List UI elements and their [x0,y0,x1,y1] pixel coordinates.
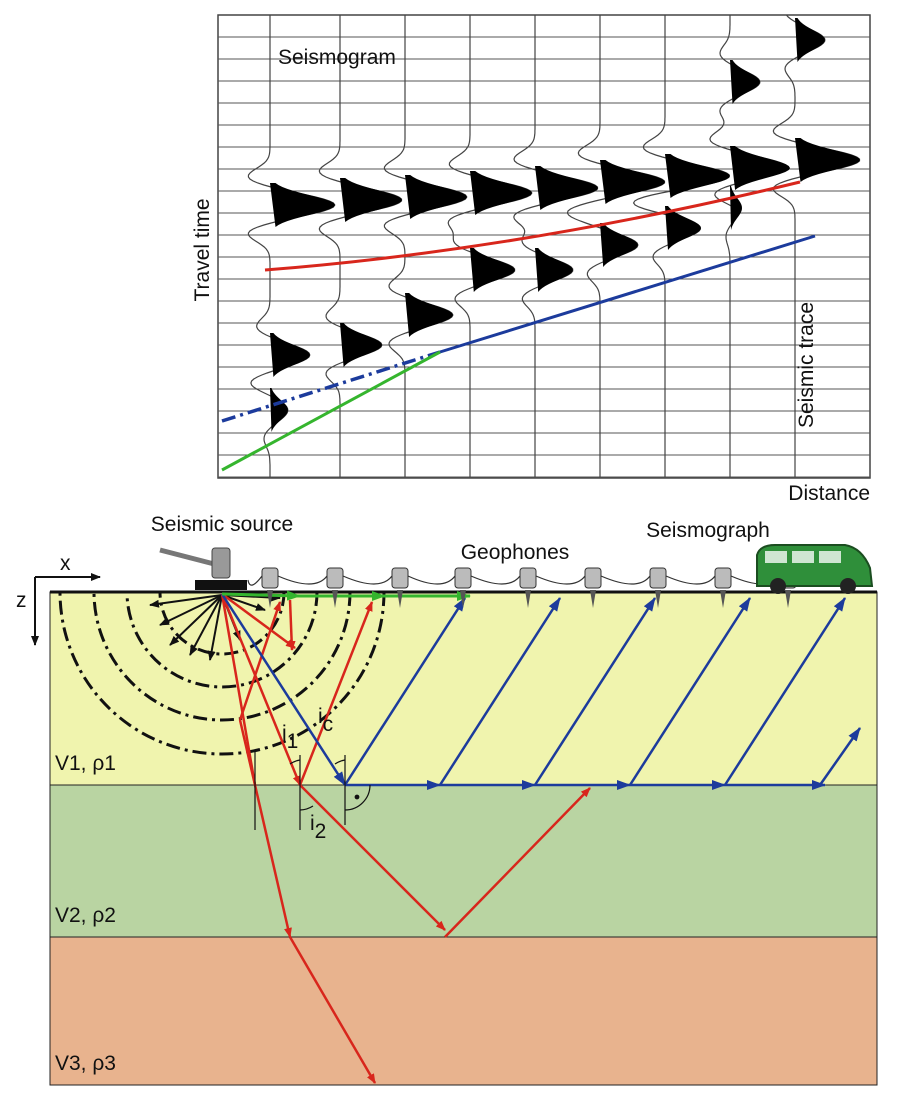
refraction-line [439,234,816,354]
angle-subscript: 2 [315,820,327,843]
geophone-spike [525,590,531,608]
wavelet [600,160,665,204]
x-axis-label: Distance [788,482,870,505]
angle-label: ic [318,705,333,736]
angle-marks [254,750,371,830]
trace [447,15,533,477]
layer-1 [49,591,878,786]
seismogram-frame [217,14,871,479]
traces [247,14,861,477]
geophone-spike [397,590,403,608]
geophone-spike [655,590,661,608]
trace [383,15,468,477]
wavelet [600,223,638,267]
wavelet [730,146,790,190]
geophone-body [261,567,279,589]
geophone-body [326,567,344,589]
wavefronts [58,592,386,756]
wavelet [535,166,598,210]
geophone-body [519,567,537,589]
geophone-body [649,567,667,589]
wavelet [470,248,515,292]
refraction-extension [221,350,441,423]
seismograph-van [756,544,874,594]
geophone-spike [267,590,273,608]
blue-rays [220,593,862,790]
angle-symbol: i [282,722,287,745]
time-grid [218,36,870,478]
reflection-curve [264,180,801,272]
angle-subscript: c [323,713,334,736]
x-axis-symbol: x [60,552,71,575]
wavelet [405,175,467,219]
wavelet [470,171,532,215]
red-rays [220,592,591,1084]
wavelet [730,60,760,104]
geophone-body [391,567,409,589]
wavelet [270,183,335,227]
geophone-body [454,567,472,589]
seismograph-label: Seismograph [646,519,770,542]
layer-3 [49,936,878,1086]
geophone-spike [332,590,338,608]
geophone-body [584,567,602,589]
seismogram: Seismogram Travel time Seismic trace Dis… [191,14,871,505]
geophone-spike [460,590,466,608]
geophones-label: Geophones [461,541,570,564]
layer-label: V3, ρ3 [55,1052,116,1075]
wavelet [340,323,382,367]
geophone-spike [785,590,791,608]
wavelet [270,333,310,377]
wavelet [405,293,453,337]
trace [513,15,599,477]
geophone-spike [590,590,596,608]
trace [318,15,403,477]
y-axis-label: Travel time [191,198,214,301]
axes-indicator [31,573,101,646]
geophone-body [714,567,732,589]
hammer [159,547,247,590]
geophone-spike [720,590,726,608]
direct-wave-line [221,350,441,472]
angle-symbol: i [310,812,315,835]
wavelet [665,206,701,250]
layer-label: V1, ρ1 [55,752,116,775]
source-label: Seismic source [151,513,293,536]
angle-subscript: 1 [287,730,299,753]
trace [772,14,861,477]
trace [632,15,730,477]
wavelet [795,18,825,62]
layer-label: V2, ρ2 [55,904,116,927]
wavelet [665,154,730,198]
angle-label: i1 [282,722,298,753]
seismogram-title: Seismogram [278,46,396,69]
wavelet [270,388,288,432]
layer-2 [49,784,878,938]
angle-symbol: i [318,705,323,728]
wavelet [535,248,573,292]
wavelet [340,178,402,222]
trace-label: Seismic trace [795,302,818,428]
wavelet [795,138,860,182]
z-axis-symbol: z [16,589,27,612]
angle-label: i2 [310,812,326,843]
